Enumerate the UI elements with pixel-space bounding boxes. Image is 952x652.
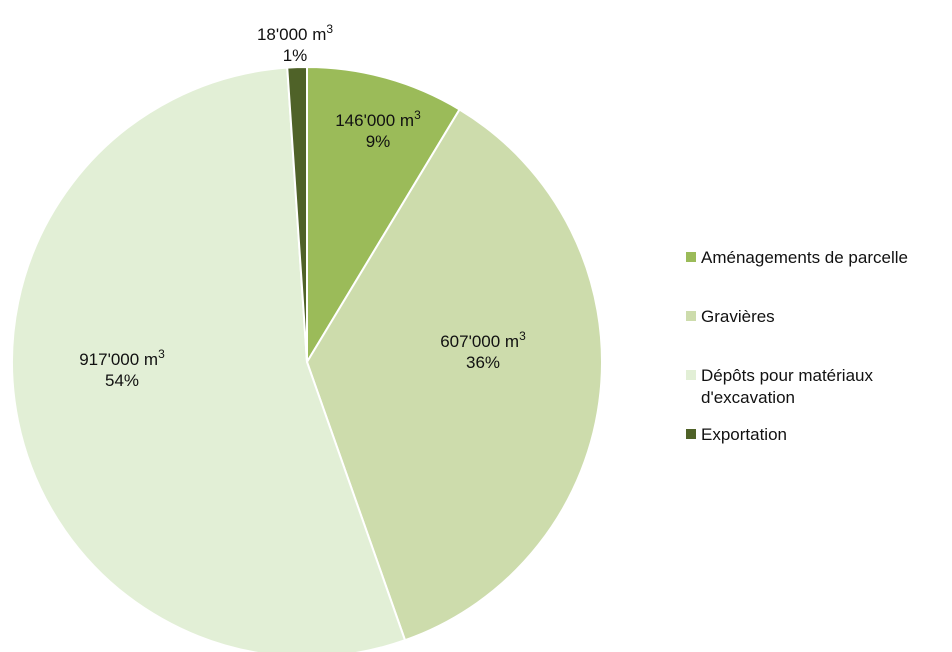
data-label-unit-exponent: 3 bbox=[414, 108, 421, 122]
data-label-gravieres: 607'000 m3 36% bbox=[440, 329, 526, 372]
legend-label: Aménagements de parcelle bbox=[701, 248, 908, 267]
legend: Aménagements de parcelle Gravières Dépôts … bbox=[686, 248, 908, 444]
pie-slice-exportation bbox=[286, 65, 308, 363]
data-label-percent: 36% bbox=[466, 353, 500, 372]
legend-swatch bbox=[686, 429, 696, 439]
data-label-volume: 607'000 m bbox=[440, 332, 519, 351]
data-label-unit-exponent: 3 bbox=[519, 329, 526, 343]
legend-label: Gravières bbox=[701, 307, 775, 326]
data-label-exportation: 18'000 m3 1% bbox=[257, 22, 333, 65]
pie-slices bbox=[11, 65, 603, 652]
legend-item-depots-pour-materiaux-d-excavation: Dépôts pour matériaux d'excavation bbox=[686, 366, 873, 407]
data-label-unit-exponent: 3 bbox=[326, 22, 333, 36]
pie-data-labels: 146'000 m3 9%607'000 m3 36%917'000 m3 54%18… bbox=[79, 22, 526, 390]
data-label-volume: 146'000 m bbox=[335, 111, 414, 130]
legend-label: Dépôts pour matériaux d'excavation bbox=[701, 366, 873, 407]
legend-item-amenagements-de-parcelle: Aménagements de parcelle bbox=[686, 248, 908, 267]
data-label-volume: 917'000 m bbox=[79, 350, 158, 369]
data-label-percent: 9% bbox=[366, 132, 391, 151]
legend-item-gravieres: Gravières bbox=[686, 307, 775, 326]
pie-slice-depots-pour-materiaux-d-excavation bbox=[11, 66, 407, 652]
data-label-depots-pour-materiaux-d-excavation: 917'000 m3 54% bbox=[79, 347, 165, 390]
pie-slice-amenagements-de-parcelle bbox=[306, 66, 461, 363]
data-label-percent: 54% bbox=[105, 371, 139, 390]
legend-label: Exportation bbox=[701, 425, 787, 444]
legend-item-exportation: Exportation bbox=[686, 425, 787, 444]
pie-slice-gravieres bbox=[306, 108, 603, 642]
data-label-volume: 18'000 m bbox=[257, 25, 326, 44]
legend-swatch bbox=[686, 370, 696, 380]
data-label-percent: 1% bbox=[283, 46, 308, 65]
legend-swatch bbox=[686, 311, 696, 321]
legend-swatch bbox=[686, 252, 696, 262]
data-label-amenagements-de-parcelle: 146'000 m3 9% bbox=[335, 108, 421, 151]
data-label-unit-exponent: 3 bbox=[158, 347, 165, 361]
